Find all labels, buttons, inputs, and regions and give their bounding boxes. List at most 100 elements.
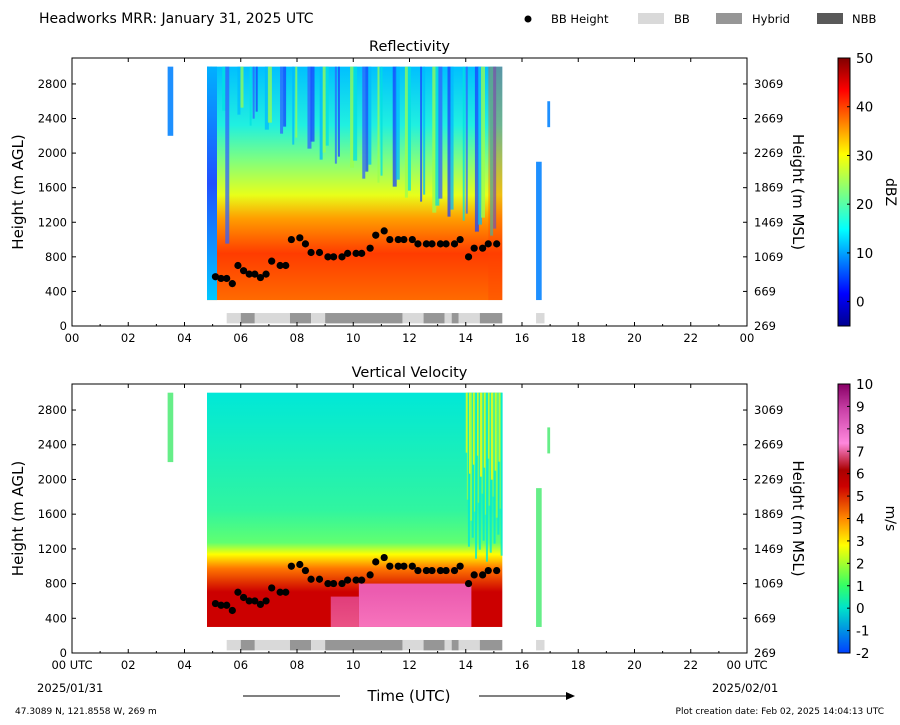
x-tick-label: 02 <box>121 331 136 345</box>
bb-type-segment <box>444 313 452 324</box>
y-right-tick-label: 1469 <box>754 542 783 556</box>
bb-type-segment <box>325 639 403 651</box>
y-tick-label: 800 <box>45 577 67 591</box>
bb-height-point <box>296 234 304 242</box>
bb-height-point <box>276 588 284 596</box>
y-tick-label: 2000 <box>38 146 67 160</box>
colorbar-tick-label: 30 <box>856 148 873 164</box>
bb-height-point <box>301 566 310 575</box>
x-tick-label: 16 <box>515 331 530 345</box>
reflectivity-streak <box>462 66 465 221</box>
y-axis-label: Height (m AGL) <box>9 134 27 249</box>
bb-height-point <box>211 599 220 608</box>
colorbar-label: m/s <box>882 506 898 532</box>
reflectivity-streak <box>292 66 295 145</box>
y-tick-label: 1200 <box>38 215 67 229</box>
echo-segment <box>547 427 551 454</box>
bb-height-point <box>400 235 408 244</box>
reflectivity-streak <box>237 66 241 115</box>
velocity-streak <box>498 392 501 462</box>
echo-segment <box>167 392 174 463</box>
velocity-streak <box>494 392 497 471</box>
bb-type-segment <box>451 313 459 324</box>
bb-height-point <box>394 562 402 570</box>
bb-height-point <box>456 562 464 570</box>
reflectivity-edge <box>488 66 503 301</box>
y-right-tick-label: 269 <box>754 319 776 333</box>
bb-height-point <box>450 240 459 248</box>
echo-segment <box>547 101 551 128</box>
bb-height-point <box>234 261 242 270</box>
reflectivity-streak <box>350 66 355 168</box>
reflectivity-streak <box>240 66 244 108</box>
end-date: 2025/02/01 <box>712 681 778 695</box>
bb-height-point <box>436 240 445 248</box>
bb-height-point <box>400 562 408 570</box>
bb-type-segment <box>402 313 424 324</box>
bb-height-point <box>287 562 295 570</box>
velocity-streak <box>483 392 486 468</box>
bb-height-point <box>256 600 265 609</box>
velocity-streak <box>482 392 485 541</box>
reflectivity-streak <box>283 66 287 127</box>
bb-type-segment <box>311 313 326 324</box>
bb-height-point <box>338 253 346 261</box>
bb-height-point <box>329 579 338 588</box>
reflectivity-streak <box>222 66 227 111</box>
velocity-streak <box>485 392 488 562</box>
bb-height-point <box>456 235 464 244</box>
y-right-tick-label: 669 <box>754 611 776 625</box>
data-field <box>167 66 551 324</box>
x-tick-label: 06 <box>233 658 248 672</box>
y-tick-label: 2800 <box>38 77 67 91</box>
bb-type-segment <box>479 313 503 324</box>
bb-height-point <box>414 240 422 248</box>
velocity-streak <box>465 392 468 453</box>
reflectivity-streak <box>267 66 272 123</box>
velocity-streak <box>473 392 476 512</box>
x-tick-label: 20 <box>627 331 642 345</box>
bb-height-point <box>493 566 501 575</box>
bb-height-point <box>358 576 366 584</box>
bb-height-point <box>352 249 360 257</box>
velocity-streak <box>484 392 487 515</box>
x-tick-label: 00 <box>65 331 80 345</box>
x-tick-label: 06 <box>233 331 248 345</box>
colorbar-tick-label: 5 <box>856 489 865 505</box>
bb-height-point <box>256 273 265 282</box>
bb-height-point <box>408 235 416 244</box>
velocity-streak <box>467 392 470 547</box>
bb-height-point <box>228 606 236 615</box>
bb-height-point <box>217 601 225 609</box>
colorbar-tick-label: 3 <box>856 534 865 550</box>
bb-type-segment <box>423 313 445 324</box>
bb-height-point <box>442 240 450 248</box>
reflectivity-streak <box>322 66 326 153</box>
bb-type-segment <box>254 313 290 324</box>
x-tick-label: 18 <box>571 331 586 345</box>
reflectivity-streak <box>490 66 494 236</box>
bb-height-point <box>436 566 445 575</box>
y-right-tick-label: 1469 <box>754 215 783 229</box>
bb-height-point <box>479 571 487 579</box>
colorbar-tick-label: 1 <box>856 579 865 595</box>
bb-type-segment <box>325 313 403 324</box>
bb-height-point <box>464 253 473 261</box>
colorbar-tick-label: 0 <box>856 295 865 311</box>
bb-type-segment <box>479 639 503 651</box>
y-tick-label: 2000 <box>38 472 67 486</box>
velocity-streak <box>500 392 503 556</box>
y-right-tick-label: 669 <box>754 284 776 298</box>
bb-height-point <box>428 566 436 575</box>
reflectivity-streak <box>365 66 369 172</box>
reflectivity-streak <box>432 66 437 213</box>
x-tick-label: 10 <box>346 658 361 672</box>
bb-height-point <box>352 576 360 584</box>
bb-height-point <box>338 579 346 588</box>
x-tick-label: 20 <box>627 658 642 672</box>
bb-height-point <box>324 579 332 588</box>
bb-height-point <box>262 270 270 278</box>
bb-height-point <box>282 588 290 596</box>
bb-height-point <box>239 593 248 602</box>
reflectivity-streak <box>325 66 329 146</box>
